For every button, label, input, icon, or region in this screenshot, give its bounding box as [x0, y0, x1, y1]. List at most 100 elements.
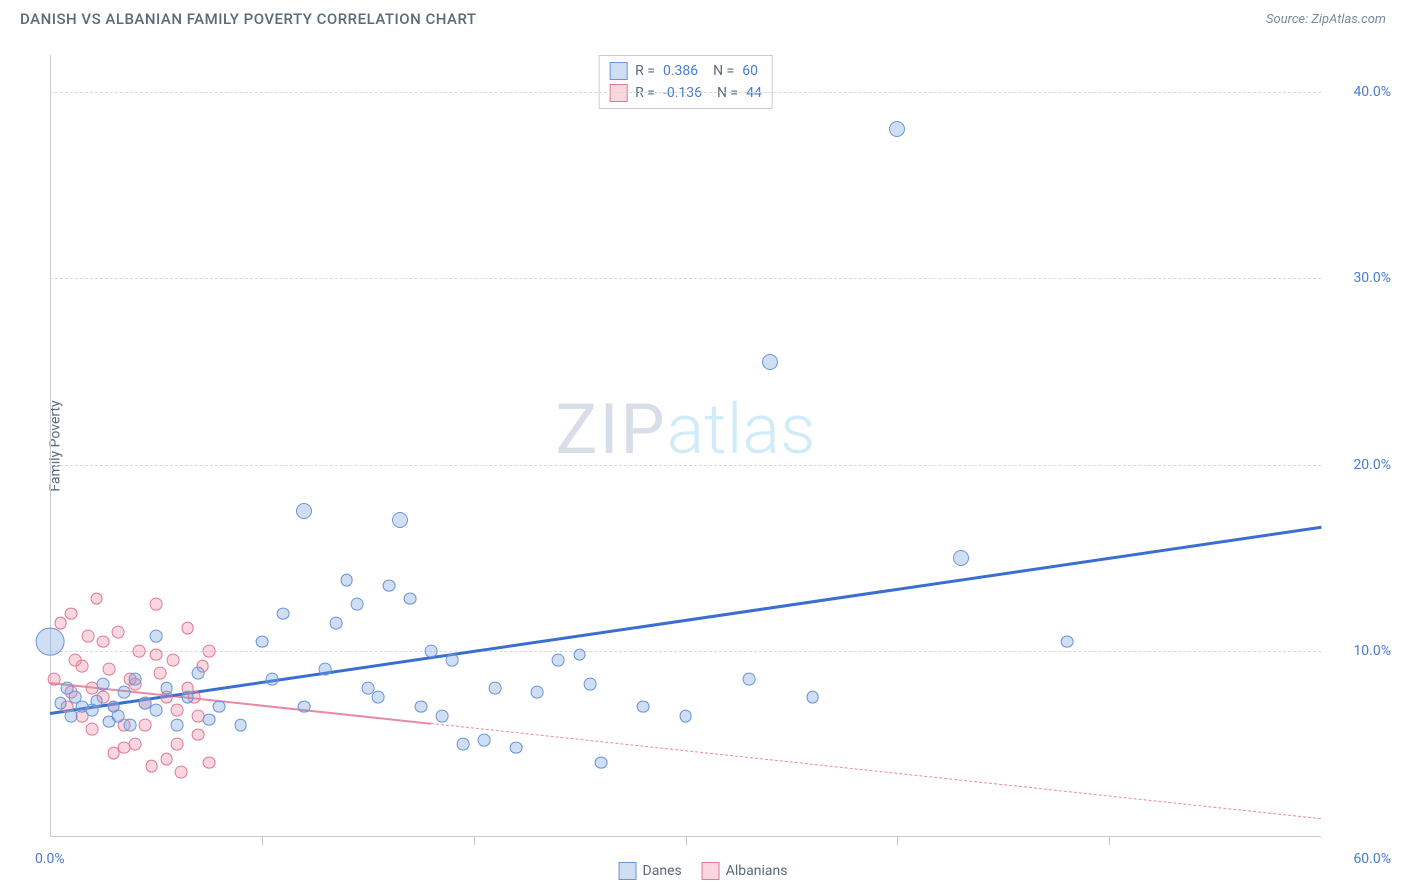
y-axis-line — [50, 55, 51, 837]
legend-swatch-danes — [619, 862, 637, 880]
data-point-danes — [266, 672, 279, 685]
legend-swatch-albanians — [702, 862, 720, 880]
data-point-albanians — [139, 719, 152, 732]
x-tick — [686, 837, 687, 845]
x-tick — [474, 837, 475, 845]
legend-label-albanians: Albanians — [726, 863, 788, 879]
data-point-danes — [383, 579, 396, 592]
data-point-albanians — [133, 644, 146, 657]
data-point-danes — [953, 550, 969, 566]
data-point-danes — [234, 719, 247, 732]
data-point-albanians — [171, 737, 184, 750]
bottom-legend: Danes Albanians — [619, 862, 788, 880]
data-point-danes — [192, 667, 205, 680]
data-point-danes — [54, 697, 67, 710]
data-point-danes — [124, 719, 137, 732]
chart-area: ZIPatlas R = 0.386 N = 60 R = -0.136 N =… — [50, 55, 1321, 837]
gridline-h — [50, 92, 1321, 93]
data-point-albanians — [202, 644, 215, 657]
data-point-danes — [679, 710, 692, 723]
data-point-danes — [97, 678, 110, 691]
data-point-danes — [351, 598, 364, 611]
data-point-danes — [181, 691, 194, 704]
data-point-albanians — [202, 756, 215, 769]
y-tick-label: 10.0% — [1331, 643, 1391, 659]
data-point-albanians — [48, 672, 61, 685]
data-point-albanians — [166, 654, 179, 667]
data-point-albanians — [103, 663, 116, 676]
data-point-danes — [65, 710, 78, 723]
data-point-danes — [510, 741, 523, 754]
data-point-danes — [762, 354, 778, 370]
data-point-danes — [531, 685, 544, 698]
data-point-albanians — [154, 667, 167, 680]
trendline-extrapolated — [431, 723, 1321, 819]
data-point-danes — [202, 713, 215, 726]
data-point-danes — [160, 682, 173, 695]
data-point-danes — [573, 648, 586, 661]
data-point-danes — [298, 700, 311, 713]
n-value-danes: 60 — [742, 63, 758, 79]
data-point-danes — [446, 654, 459, 667]
gridline-h — [50, 278, 1321, 279]
data-point-danes — [171, 719, 184, 732]
x-tick — [897, 837, 898, 845]
data-point-danes — [488, 682, 501, 695]
data-point-danes — [392, 512, 408, 528]
data-point-albanians — [150, 648, 163, 661]
data-point-danes — [150, 630, 163, 643]
r-value-danes: 0.386 — [663, 63, 698, 79]
data-point-albanians — [54, 616, 67, 629]
stats-row-danes: R = 0.386 N = 60 — [609, 60, 762, 82]
source-attribution: Source: ZipAtlas.com — [1266, 12, 1386, 27]
data-point-danes — [457, 737, 470, 750]
x-tick — [1109, 837, 1110, 845]
data-point-danes — [255, 635, 268, 648]
y-tick-label: 20.0% — [1331, 457, 1391, 473]
data-point-danes — [340, 574, 353, 587]
data-point-danes — [36, 627, 65, 656]
data-point-albanians — [171, 704, 184, 717]
data-point-danes — [404, 592, 417, 605]
data-point-danes — [414, 700, 427, 713]
stats-legend: R = 0.386 N = 60 R = -0.136 N = 44 — [598, 55, 773, 109]
data-point-albanians — [97, 635, 110, 648]
data-point-albanians — [181, 622, 194, 635]
trendline — [50, 526, 1321, 715]
data-point-danes — [1060, 635, 1073, 648]
legend-item-albanians: Albanians — [702, 862, 788, 880]
data-point-albanians — [118, 741, 131, 754]
data-point-danes — [296, 503, 312, 519]
data-point-danes — [111, 710, 124, 723]
data-point-danes — [889, 121, 905, 137]
data-point-albanians — [82, 630, 95, 643]
data-point-albanians — [75, 659, 88, 672]
swatch-danes — [609, 62, 627, 80]
data-point-danes — [330, 616, 343, 629]
data-point-albanians — [175, 765, 188, 778]
data-point-albanians — [86, 723, 99, 736]
data-point-danes — [584, 678, 597, 691]
y-tick-label: 40.0% — [1331, 84, 1391, 100]
data-point-danes — [90, 695, 103, 708]
data-point-danes — [128, 672, 141, 685]
data-point-albanians — [160, 752, 173, 765]
data-point-albanians — [150, 598, 163, 611]
y-tick-label: 30.0% — [1331, 270, 1391, 286]
data-point-danes — [637, 700, 650, 713]
data-point-danes — [435, 710, 448, 723]
data-point-danes — [594, 756, 607, 769]
data-point-albanians — [65, 607, 78, 620]
x-min-label: 0.0% — [35, 851, 65, 867]
data-point-albanians — [192, 728, 205, 741]
data-point-danes — [743, 672, 756, 685]
data-point-danes — [277, 607, 290, 620]
data-point-danes — [150, 704, 163, 717]
data-point-danes — [319, 663, 332, 676]
data-point-danes — [552, 654, 565, 667]
gridline-h — [50, 465, 1321, 466]
data-point-albanians — [145, 760, 158, 773]
watermark: ZIPatlas — [556, 389, 816, 471]
data-point-danes — [806, 691, 819, 704]
x-max-label: 60.0% — [1331, 851, 1391, 867]
